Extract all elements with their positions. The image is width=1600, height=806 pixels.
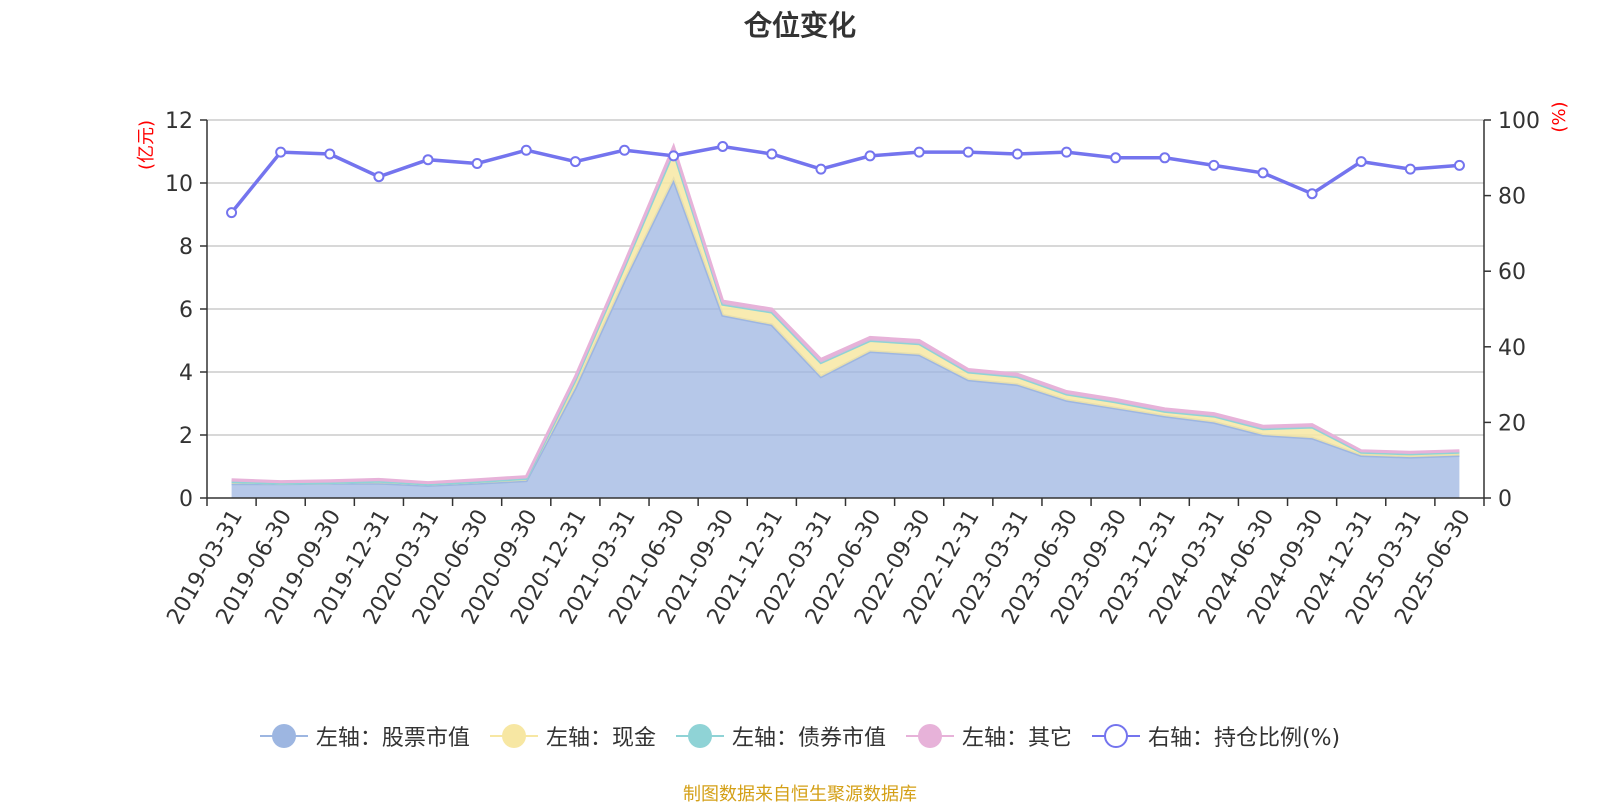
ratio-point	[1404, 163, 1416, 175]
legend-marker-icon	[489, 722, 538, 750]
y-right-tick-label: 20	[1498, 411, 1526, 436]
legend-marker-icon	[1091, 722, 1140, 750]
y-left-tick-label: 12	[165, 109, 193, 134]
legend-item-cash[interactable]: 左轴：现金	[489, 720, 656, 752]
y-left-tick-label: 4	[179, 361, 193, 386]
ratio-point	[1257, 167, 1269, 179]
y-right-tick-label: 40	[1498, 336, 1526, 361]
ratio-point	[913, 146, 925, 158]
y-right-tick-label: 100	[1498, 109, 1540, 134]
y-left-tick-label: 10	[165, 172, 193, 197]
ratio-point	[520, 144, 532, 156]
ratio-point	[618, 144, 630, 156]
legend-item-other[interactable]: 左轴：其它	[905, 720, 1072, 752]
legend-label: 左轴：其它	[961, 726, 1072, 751]
ratio-point	[275, 146, 287, 158]
ratio-point	[1159, 152, 1171, 164]
legend-label: 右轴：持仓比例(%)	[1147, 726, 1341, 751]
ratio-point	[324, 148, 336, 160]
y-left-tick-label: 8	[179, 235, 193, 260]
legend: 左轴：股票市值 左轴：现金 左轴：债券市值 左轴：其它 右轴：持仓比例(%)	[0, 720, 1600, 752]
y-right-tick-label: 60	[1498, 260, 1526, 285]
legend-item-bond[interactable]: 左轴：债券市值	[675, 720, 886, 752]
y-axis-left-label: (亿元)	[136, 120, 157, 170]
ratio-point	[1453, 159, 1465, 171]
legend-marker-icon	[905, 722, 954, 750]
legend-marker-icon	[675, 722, 724, 750]
legend-label: 左轴：债券市值	[731, 726, 886, 751]
y-left-tick-label: 6	[179, 298, 193, 323]
legend-item-ratio[interactable]: 右轴：持仓比例(%)	[1091, 720, 1341, 752]
chart-title: 仓位变化	[743, 9, 856, 42]
ratio-point	[766, 148, 778, 160]
ratio-point	[864, 150, 876, 162]
ratio-point	[1355, 156, 1367, 168]
legend-label: 左轴：现金	[545, 726, 656, 751]
y-right-tick-label: 80	[1498, 185, 1526, 210]
ratio-point	[569, 156, 581, 168]
ratio-point	[1208, 159, 1220, 171]
ratio-point	[1011, 148, 1023, 160]
ratio-point	[815, 163, 827, 175]
legend-label: 左轴：股票市值	[315, 726, 470, 751]
stacked-areas	[231, 142, 1460, 498]
y-axis-right-label: (%)	[1549, 101, 1570, 132]
ratio-line-path	[230, 144, 1460, 214]
ratio-point	[226, 207, 238, 219]
legend-marker-icon	[259, 722, 308, 750]
ratio-point	[717, 140, 729, 152]
ratio-point	[668, 150, 680, 162]
chart-area: 0246810120204060801002019-03-312019-06-3…	[136, 101, 1570, 628]
y-left-tick-label: 0	[179, 487, 193, 512]
ratio-point	[1306, 188, 1318, 200]
ratio-point	[373, 171, 385, 183]
ratio-point	[422, 154, 434, 166]
y-left-tick-label: 2	[179, 424, 193, 449]
area-stock	[231, 179, 1460, 498]
ratio-line	[226, 140, 1465, 219]
ratio-point	[471, 157, 483, 169]
y-right-tick-label: 0	[1498, 487, 1512, 512]
ratio-point	[1110, 152, 1122, 164]
legend-item-stock[interactable]: 左轴：股票市值	[259, 720, 470, 752]
ratio-point	[1061, 146, 1073, 158]
area-line-other	[231, 142, 1460, 485]
ratio-point	[962, 146, 974, 158]
source-note: 制图数据来自恒生聚源数据库	[683, 784, 917, 805]
